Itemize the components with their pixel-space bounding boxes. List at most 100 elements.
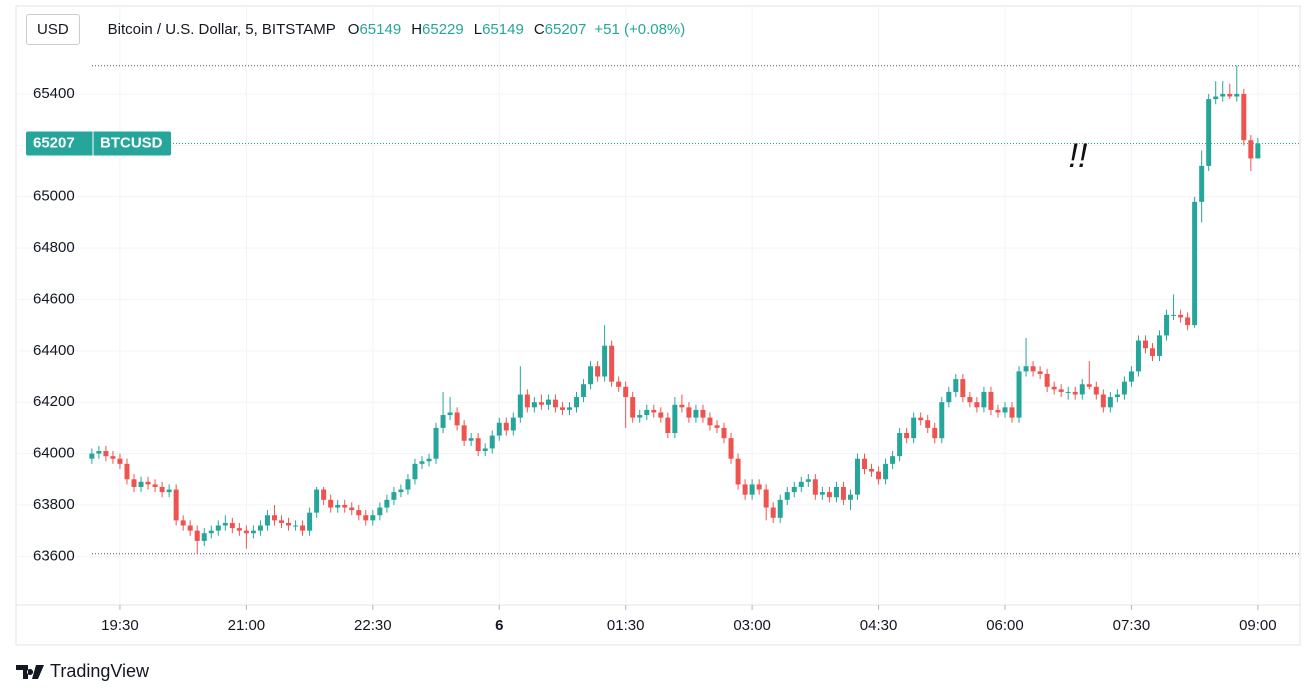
candle-body (925, 420, 931, 428)
ohlc-value: 65229 (422, 20, 464, 38)
candle-body (545, 399, 551, 405)
candle-body (1234, 93, 1240, 97)
candle-body (475, 438, 481, 452)
candle-body (904, 433, 910, 439)
candle-body (602, 345, 608, 377)
currency-button[interactable]: USD (26, 13, 80, 45)
candle-body (279, 520, 285, 523)
candle-body (798, 481, 804, 487)
candle-body (876, 471, 882, 480)
candle-body (742, 484, 748, 495)
y-tick-label: 64000 (33, 445, 75, 462)
candle-body (1248, 140, 1254, 159)
candle-body (335, 504, 341, 508)
candle-body (721, 427, 727, 439)
candle-body (300, 525, 306, 531)
candle-body (1058, 389, 1064, 392)
candle-body (1199, 165, 1205, 202)
candle-body (314, 489, 320, 513)
candle-body (433, 427, 439, 459)
candle-body (250, 530, 256, 534)
candle-body (1192, 201, 1198, 326)
y-tick-label: 65400 (33, 85, 75, 102)
candle-body (447, 412, 453, 416)
candle-body (588, 366, 594, 385)
chart-frame (15, 5, 1301, 646)
ohlc-label: C (533, 20, 545, 38)
candle-body (854, 458, 860, 495)
x-tick-label: 07:30 (1113, 617, 1151, 634)
x-tick-label: 6 (495, 617, 503, 634)
candle-body (1079, 384, 1085, 395)
candle-body (826, 492, 832, 498)
candle-body (194, 530, 200, 541)
candle-body (440, 415, 446, 428)
candle-body (503, 422, 509, 431)
candle-body (215, 525, 221, 531)
candle-body (531, 402, 537, 408)
candle-body (117, 458, 123, 464)
candle-body (103, 451, 109, 457)
y-tick-label: 64600 (33, 290, 75, 307)
ohlc-label: H (411, 20, 423, 38)
candle-body (461, 425, 467, 441)
candle-body (812, 479, 818, 495)
candle-body (405, 479, 411, 490)
candle-body (180, 520, 186, 526)
candle-body (482, 448, 488, 452)
candle-body (651, 409, 657, 413)
candle-body (700, 409, 706, 418)
candle-body (644, 409, 650, 416)
candle-body (286, 522, 292, 526)
candle-body (1213, 96, 1219, 100)
candle-body (1044, 373, 1050, 387)
candle-body (166, 489, 172, 493)
candle-body (714, 425, 720, 428)
candle-body (524, 394, 530, 408)
candle-body (377, 507, 383, 516)
candle-body (939, 402, 945, 439)
candle-body (342, 504, 348, 508)
candle-body (932, 427, 938, 439)
candle-body (517, 394, 523, 418)
candle-body (995, 409, 1001, 413)
candle-body (658, 412, 664, 418)
candle-body (363, 515, 369, 521)
candle-body (559, 407, 565, 410)
candle-body (756, 484, 762, 490)
candle-body (1009, 407, 1015, 418)
candle-body (1255, 143, 1261, 159)
candle-body (257, 525, 263, 531)
candle-body (581, 384, 587, 398)
candle-body (489, 435, 495, 449)
candle-body (236, 528, 242, 531)
y-tick-label: 64800 (33, 239, 75, 256)
candle-body (953, 379, 959, 392)
candle-body (630, 397, 636, 418)
candle-body (897, 433, 903, 457)
x-tick-label: 04:30 (860, 617, 898, 634)
candle-body (468, 438, 474, 441)
y-tick-label: 63600 (33, 547, 75, 564)
candle-body (152, 484, 158, 487)
y-tick-label: 63800 (33, 496, 75, 513)
candle-body (1086, 384, 1092, 387)
candle-body (1037, 371, 1043, 374)
candle-body (791, 486, 797, 493)
candle-body (159, 486, 165, 493)
candle-body (960, 379, 966, 398)
candle-body (110, 456, 116, 459)
candle-body (398, 489, 404, 493)
candle-body (890, 456, 896, 464)
candle-body (707, 417, 713, 426)
candle-body (370, 515, 376, 521)
candle-body (1135, 340, 1141, 372)
candle-body (1142, 340, 1148, 349)
candle-body (1220, 93, 1226, 97)
candle-body (96, 451, 102, 454)
candle-body (1065, 391, 1071, 393)
x-tick-label: 06:00 (986, 617, 1024, 634)
candle-body (609, 345, 615, 382)
candle-body (496, 422, 502, 436)
